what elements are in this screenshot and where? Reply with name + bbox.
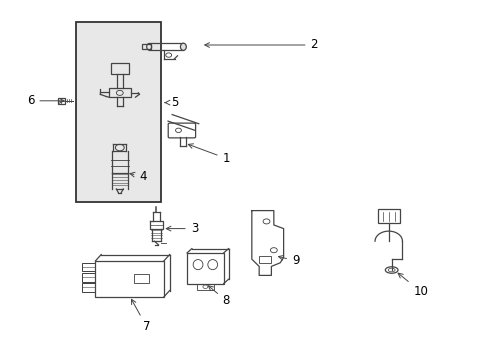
Text: 1: 1 [188, 144, 229, 165]
Text: 7: 7 [131, 299, 150, 333]
Bar [76, 22, 161, 202]
Bar [58, 98, 64, 104]
Text: 8: 8 [208, 286, 229, 307]
Bar [259, 256, 271, 263]
Text: 3: 3 [166, 222, 198, 235]
Text: 5: 5 [165, 96, 178, 109]
Text: 4: 4 [130, 170, 146, 183]
Bar [377, 209, 399, 223]
Text: 10: 10 [397, 273, 427, 298]
Bar [134, 274, 149, 283]
Ellipse shape [180, 43, 186, 50]
Bar [196, 284, 214, 290]
Bar [95, 261, 163, 297]
Bar [81, 273, 95, 282]
Bar [111, 63, 128, 74]
Text: 2: 2 [204, 39, 317, 51]
Bar [142, 44, 150, 49]
Bar [186, 253, 224, 284]
Text: 6: 6 [27, 94, 64, 107]
Text: 9: 9 [278, 255, 299, 267]
Bar [81, 283, 95, 292]
Bar [109, 88, 130, 97]
Bar [81, 263, 95, 271]
